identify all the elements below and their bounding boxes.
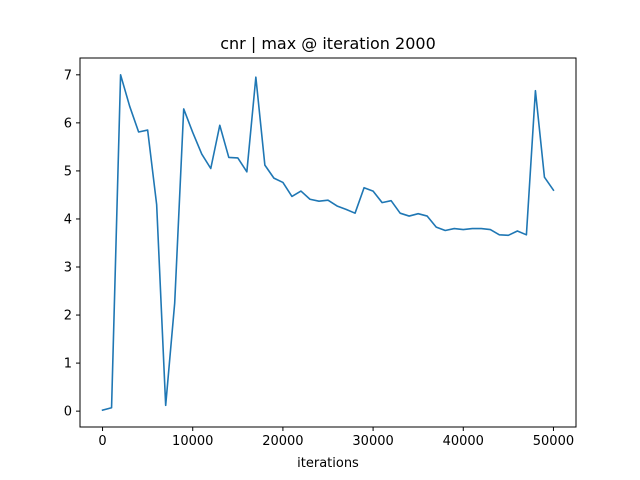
y-tick-label: 4	[64, 212, 72, 227]
y-tick-label: 1	[64, 357, 72, 372]
x-tick-label: 10000	[172, 434, 213, 449]
y-tick-label: 7	[64, 68, 72, 83]
x-tick-label: 50000	[533, 434, 574, 449]
x-tick-label: 40000	[443, 434, 484, 449]
chart-title: cnr | max @ iteration 2000	[220, 34, 436, 53]
y-tick-label: 3	[64, 261, 72, 276]
plot-frame	[79, 57, 577, 428]
x-axis: 0 10000 20000 30000 40000 50000	[98, 427, 574, 449]
y-tick-label: 2	[64, 309, 72, 324]
y-axis: 0 1 2 3 4 5 6 7	[64, 68, 80, 420]
x-axis-label: iterations	[297, 456, 359, 471]
series-layer	[101, 74, 555, 412]
x-tick-label: 0	[98, 434, 106, 449]
y-tick-label: 5	[64, 164, 72, 179]
y-tick-label: 0	[64, 405, 72, 420]
x-tick-label: 20000	[262, 434, 303, 449]
x-tick-label: 30000	[352, 434, 393, 449]
y-tick-label: 6	[64, 116, 72, 131]
series-line-0	[101, 74, 555, 412]
